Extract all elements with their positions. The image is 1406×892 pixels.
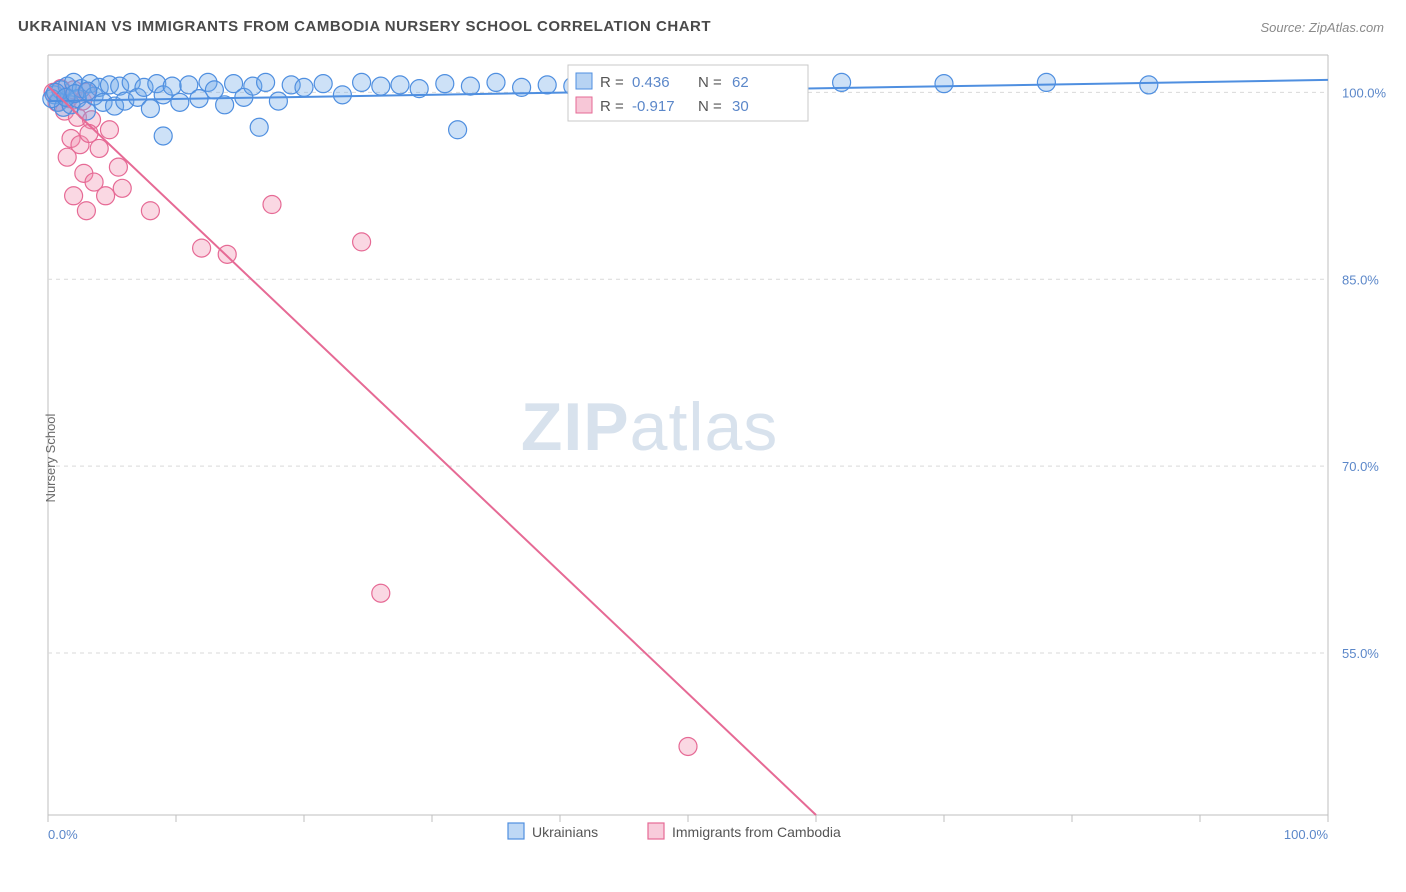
data-point-ukrainian <box>250 118 268 136</box>
data-point-cambodia <box>90 139 108 157</box>
data-point-ukrainian <box>391 76 409 94</box>
data-point-cambodia <box>141 202 159 220</box>
legend-label-ukrainian: Ukrainians <box>532 824 598 840</box>
data-point-ukrainian <box>333 86 351 104</box>
data-point-cambodia <box>372 584 390 602</box>
data-point-ukrainian <box>372 77 390 95</box>
y-axis-label: Nursery School <box>43 414 58 503</box>
data-point-cambodia <box>77 202 95 220</box>
data-point-ukrainian <box>353 73 371 91</box>
stats-swatch-cambodia <box>576 97 592 113</box>
data-point-cambodia <box>100 121 118 139</box>
stats-r-label-a: R = <box>600 74 624 91</box>
data-point-ukrainian <box>295 78 313 96</box>
data-point-ukrainian <box>163 77 181 95</box>
stats-n-label-b: N = <box>698 98 722 115</box>
x-max-label: 100.0% <box>1284 827 1329 842</box>
data-point-ukrainian <box>79 82 97 100</box>
data-point-cambodia <box>679 737 697 755</box>
watermark: ZIPatlas <box>521 389 778 465</box>
data-point-ukrainian <box>269 92 287 110</box>
data-point-ukrainian <box>436 75 454 93</box>
stats-n-label-a: N = <box>698 74 722 91</box>
data-point-ukrainian <box>487 73 505 91</box>
data-point-cambodia <box>65 187 83 205</box>
data-point-ukrainian <box>449 121 467 139</box>
data-point-cambodia <box>58 148 76 166</box>
legend-label-cambodia: Immigrants from Cambodia <box>672 824 841 840</box>
chart-title: UKRAINIAN VS IMMIGRANTS FROM CAMBODIA NU… <box>18 18 711 35</box>
stats-r-value-a: 0.436 <box>632 74 670 91</box>
data-point-ukrainian <box>171 93 189 111</box>
data-point-cambodia <box>109 158 127 176</box>
data-point-ukrainian <box>257 73 275 91</box>
stats-r-label-b: R = <box>600 98 624 115</box>
data-point-cambodia <box>353 233 371 251</box>
data-point-ukrainian <box>1037 73 1055 91</box>
legend-swatch-cambodia <box>648 823 664 839</box>
data-point-cambodia <box>263 196 281 214</box>
data-point-cambodia <box>193 239 211 257</box>
data-point-cambodia <box>113 179 131 197</box>
stats-swatch-ukrainian <box>576 73 592 89</box>
data-point-ukrainian <box>538 76 556 94</box>
x-min-label: 0.0% <box>48 827 78 842</box>
y-tick-label: 100.0% <box>1342 85 1387 100</box>
y-tick-label: 70.0% <box>1342 459 1379 474</box>
data-point-ukrainian <box>935 75 953 93</box>
stats-r-value-b: -0.917 <box>632 98 675 115</box>
stats-n-value-b: 30 <box>732 98 749 115</box>
legend-swatch-ukrainian <box>508 823 524 839</box>
data-point-ukrainian <box>461 77 479 95</box>
y-tick-label: 85.0% <box>1342 272 1379 287</box>
y-tick-label: 55.0% <box>1342 646 1379 661</box>
data-point-ukrainian <box>314 75 332 93</box>
data-point-cambodia <box>218 245 236 263</box>
data-point-ukrainian <box>141 100 159 118</box>
chart-source: Source: ZipAtlas.com <box>1260 20 1384 35</box>
stats-n-value-a: 62 <box>732 74 749 91</box>
correlation-chart: 100.0% 85.0% 70.0% 55.0% ZIPatlas R = 0.436 N =… <box>0 43 1406 873</box>
data-point-ukrainian <box>1140 76 1158 94</box>
data-point-ukrainian <box>154 127 172 145</box>
data-point-cambodia <box>97 187 115 205</box>
